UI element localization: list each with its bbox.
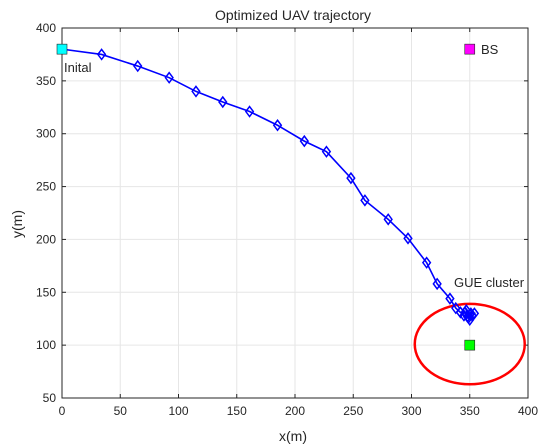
chart-title: Optimized UAV trajectory (215, 7, 371, 23)
x-tick-label: 50 (114, 404, 128, 418)
x-tick-label: 150 (227, 404, 247, 418)
trajectory-line (61, 48, 477, 321)
trajectory-point (465, 313, 475, 327)
trajectory-point (403, 232, 413, 245)
y-tick-label: 300 (36, 127, 56, 141)
bs-point (464, 43, 476, 55)
trajectory-point (383, 213, 393, 226)
trajectory-point (445, 292, 455, 305)
special-points-layer (56, 43, 476, 351)
x-tick-label: 200 (285, 404, 305, 418)
trajectory-point (346, 171, 356, 185)
initial-point (56, 43, 68, 55)
trajectory-point (96, 48, 107, 61)
trajectory-point (360, 194, 370, 207)
x-tick-label: 350 (460, 404, 480, 418)
trajectory-point (421, 256, 432, 269)
y-tick-label: 350 (36, 74, 56, 88)
gue-cluster-label: GUE cluster (454, 275, 525, 290)
y-tick-label: 400 (36, 21, 56, 35)
markers-layer (96, 48, 480, 327)
gue-circle-layer (413, 302, 526, 386)
trajectory-point (244, 105, 255, 118)
x-tick-label: 100 (168, 404, 188, 418)
gue-circle (413, 302, 526, 386)
trajectory-point (191, 85, 201, 98)
trajectory-point (451, 301, 461, 315)
bs-label: BS (481, 42, 499, 57)
trajectory-point (299, 134, 310, 148)
y-tick-label: 250 (36, 180, 56, 194)
x-tick-label: 250 (343, 404, 363, 418)
trajectory-layer (61, 48, 477, 321)
x-tick-label: 300 (401, 404, 421, 418)
trajectory-point (460, 306, 470, 319)
y-tick-label: 200 (36, 232, 56, 246)
trajectory-point (272, 119, 283, 132)
x-tick-label: 0 (59, 404, 66, 418)
y-tick-label: 50 (43, 391, 57, 405)
y-tick-label: 100 (36, 338, 56, 352)
trajectory-point (432, 277, 442, 291)
grid (61, 27, 529, 399)
trajectory-point (164, 71, 174, 84)
trajectory-point (133, 59, 143, 73)
trajectory-point (218, 95, 228, 109)
ticks: 0 50 100 150 200 250 300 350 4005010015020025030… (36, 21, 538, 418)
y-tick-label: 150 (36, 285, 56, 299)
x-axis-label: x(m) (279, 428, 307, 444)
initial-label: Inital (64, 60, 92, 75)
gue-point (464, 339, 476, 351)
y-axis-label: y(m) (9, 210, 25, 238)
trajectory-point (321, 145, 332, 158)
trajectory-point (469, 307, 480, 320)
x-tick-label: 400 (518, 404, 538, 418)
